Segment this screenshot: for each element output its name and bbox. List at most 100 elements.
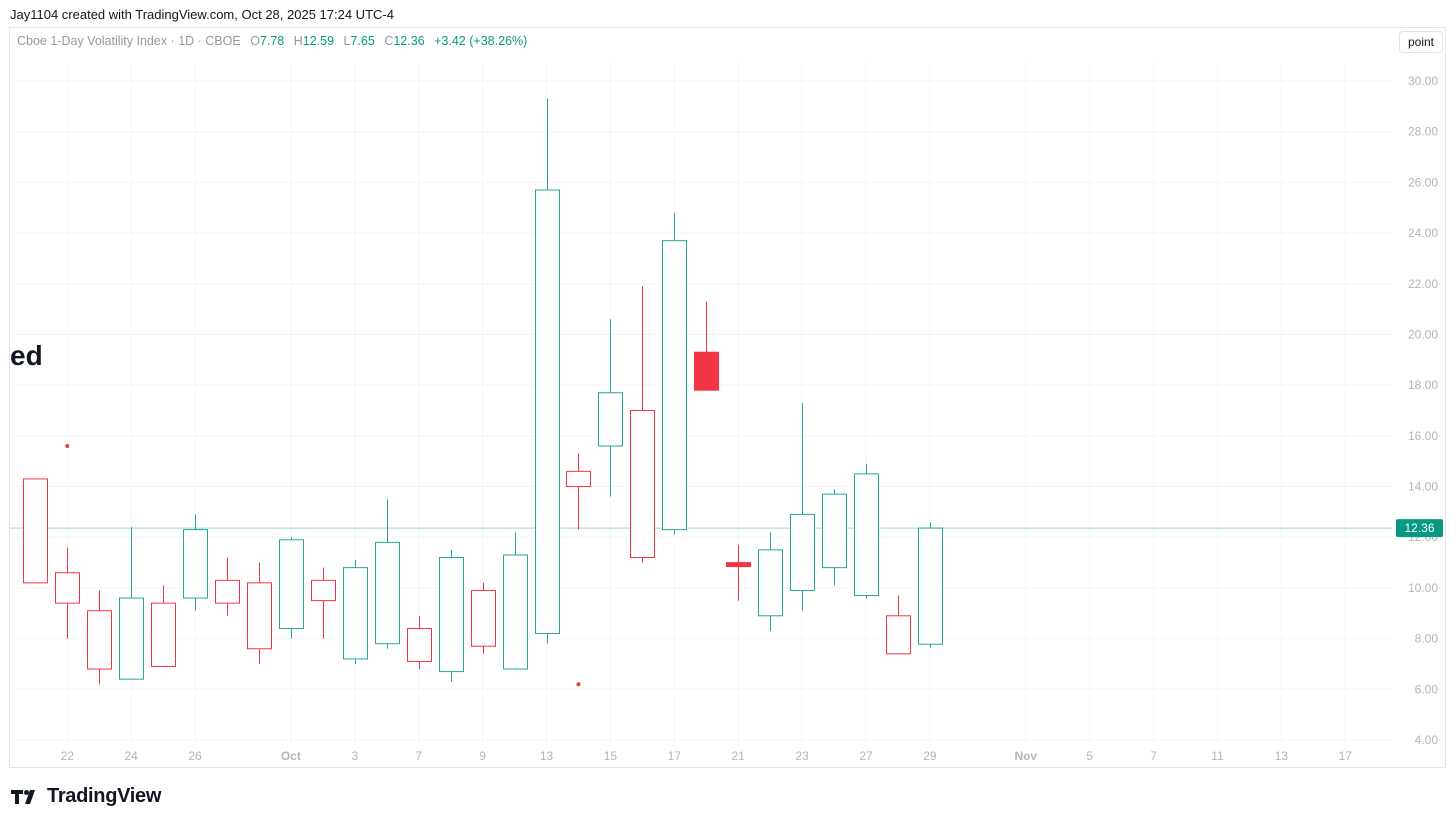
candle-body xyxy=(87,610,112,670)
y-tick-label: 22.00 xyxy=(1408,277,1438,291)
candle-body xyxy=(407,627,432,662)
candle-body xyxy=(471,589,496,647)
y-tick-label: 16.00 xyxy=(1408,429,1438,443)
candle xyxy=(55,547,80,639)
y-axis: 30.00 28.00 26.00 24.00 22.00 20.00 18.00 16.00… xyxy=(1408,74,1438,747)
y-tick-label: 20.00 xyxy=(1408,327,1438,341)
grid-lines xyxy=(10,60,1392,745)
candle xyxy=(119,527,144,680)
x-tick-label: 13 xyxy=(1275,749,1289,763)
candle xyxy=(247,562,272,664)
candle-body xyxy=(279,539,304,629)
x-tick-label: 23 xyxy=(795,749,809,763)
y-tick-label: 4.00 xyxy=(1415,733,1439,747)
y-tick-label: 18.00 xyxy=(1408,378,1438,392)
candle xyxy=(790,402,815,611)
tradingview-logo-icon xyxy=(11,789,35,804)
candle-body xyxy=(758,549,783,617)
last-price-tag-bg xyxy=(1396,519,1443,538)
x-tick-label: 11 xyxy=(1211,749,1224,763)
last-price-tag: 12.36 xyxy=(1396,519,1443,538)
high-label: H xyxy=(293,34,303,48)
open-value: 7.78 xyxy=(259,34,285,48)
last-price-label: 12.36 xyxy=(1404,521,1434,535)
candle xyxy=(566,453,591,530)
x-tick-label: 17 xyxy=(668,749,682,763)
clipped-text: ed xyxy=(10,340,43,371)
x-tick-label: 7 xyxy=(415,749,422,763)
marker-dot xyxy=(65,443,70,448)
candle xyxy=(630,286,655,563)
candle xyxy=(151,585,176,667)
x-tick-label: 21 xyxy=(732,749,746,763)
candle-body xyxy=(535,189,560,635)
candle xyxy=(822,489,847,586)
candle-body xyxy=(566,470,591,488)
close-value: 12.36 xyxy=(393,34,425,48)
y-tick-label: 26.00 xyxy=(1408,175,1438,189)
candle xyxy=(87,590,112,685)
candle-body xyxy=(343,567,368,660)
candle xyxy=(503,532,528,670)
candle xyxy=(726,544,751,601)
candle xyxy=(279,537,304,639)
x-tick-label: 26 xyxy=(188,749,202,763)
candle xyxy=(439,549,464,682)
x-tick-label: 27 xyxy=(859,749,873,763)
x-tick-label: 15 xyxy=(604,749,618,763)
candle xyxy=(694,301,719,391)
candle xyxy=(535,98,560,644)
chart-legend: Cboe 1-Day Volatility Index · 1D · CBOE … xyxy=(17,34,527,48)
candle xyxy=(918,522,943,648)
y-tick-label: 8.00 xyxy=(1415,632,1439,646)
candle xyxy=(23,478,48,584)
candle-body xyxy=(598,392,623,447)
open-label: O xyxy=(250,34,260,48)
y-tick-label: 30.00 xyxy=(1408,74,1438,88)
y-tick-label: 28.00 xyxy=(1408,125,1438,139)
candle-body xyxy=(503,554,528,670)
candle-body xyxy=(119,597,144,680)
x-tick-label: 22 xyxy=(61,749,75,763)
candle-body xyxy=(630,410,655,559)
candle-body xyxy=(375,541,400,645)
candle xyxy=(311,567,336,639)
candle xyxy=(407,615,432,670)
x-tick-label: 17 xyxy=(1339,749,1353,763)
candle-body xyxy=(23,478,48,584)
close-label: C xyxy=(384,34,394,48)
candle-body xyxy=(918,527,943,645)
brand-name: TradingView xyxy=(47,785,162,807)
x-tick-label: 5 xyxy=(1086,749,1093,763)
candle-body xyxy=(726,562,751,568)
x-tick-label: 7 xyxy=(1150,749,1157,763)
candle-body xyxy=(886,615,911,655)
tradingview-logo[interactable]: TradingView xyxy=(11,785,161,808)
point-button[interactable]: point xyxy=(1399,31,1443,53)
low-value: 7.65 xyxy=(350,34,375,48)
x-tick-label: 3 xyxy=(351,749,358,763)
candle-body xyxy=(694,351,719,391)
candle-body xyxy=(854,473,879,597)
x-tick-label: 29 xyxy=(923,749,937,763)
x-tick-label: 13 xyxy=(540,749,554,763)
candle-body xyxy=(439,557,464,673)
chart-credit: Jay1104 created with TradingView.com, Oc… xyxy=(10,7,394,22)
candle xyxy=(375,499,400,649)
candle xyxy=(758,532,783,632)
symbol-name: Cboe 1-Day Volatility Index · 1D · CBOE xyxy=(17,34,241,48)
candle xyxy=(343,560,368,664)
marker-dot xyxy=(576,682,581,687)
x-axis: 22 24 26 Oct 3 7 9 13 15 17 21 23 27 29 Nov 5 7 11 13 17 xyxy=(61,749,1353,763)
low-label: L xyxy=(343,34,351,48)
candle xyxy=(215,557,240,616)
candle-body xyxy=(311,579,336,602)
y-tick-label: 24.00 xyxy=(1408,226,1438,240)
candle-body xyxy=(247,582,272,650)
candle xyxy=(471,582,496,654)
candle-body xyxy=(55,572,80,604)
candle-body xyxy=(662,240,687,531)
high-value: 12.59 xyxy=(302,34,335,48)
x-tick-label: Nov xyxy=(1014,749,1037,763)
